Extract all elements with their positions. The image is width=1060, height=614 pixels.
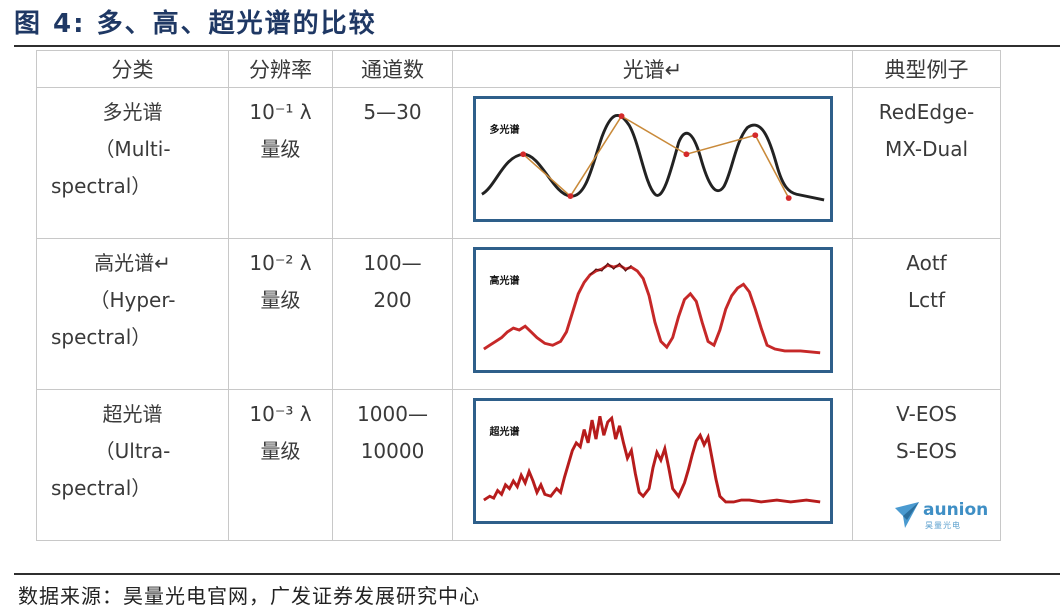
channels-value: 100—	[363, 251, 422, 275]
logo-subtitle: 昊量光电	[925, 521, 961, 530]
category-en: spectral）	[51, 476, 152, 500]
hyperspectral-curve	[482, 263, 820, 355]
category-en: （Multi-	[94, 137, 171, 161]
header-examples: 典型例子	[852, 50, 1001, 88]
example-name: V-EOS	[896, 402, 957, 426]
table-row: 多光谱 （Multi- spectral） 10⁻¹ λ 量级 5—30	[36, 87, 1001, 239]
table-row: 超光谱 （Ultra- spectral） 10⁻³ λ 量级 1000— 10…	[36, 389, 1001, 541]
sample-dot	[751, 132, 758, 139]
sample-dot	[785, 195, 792, 201]
resolution-value: 10⁻³ λ	[249, 402, 312, 426]
example-cell: V-EOS S-EOS	[852, 389, 1001, 541]
spectrum-cell: 高光谱	[452, 238, 853, 390]
resolution-cell: 10⁻¹ λ 量级	[228, 87, 333, 239]
example-name: RedEdge-	[878, 100, 975, 124]
category-en: spectral）	[51, 325, 152, 349]
logo-name: aunion	[923, 500, 989, 520]
top-rule	[14, 45, 1060, 47]
spectrum-cell: 多光谱	[452, 87, 853, 239]
example-name: Aotf	[906, 251, 947, 275]
channels-value: 5—30	[363, 100, 422, 124]
resolution-value: 10⁻¹ λ	[249, 100, 312, 124]
category-cn: 超光谱	[102, 402, 163, 426]
resolution-cell: 10⁻² λ 量级	[228, 238, 333, 390]
spectrum-label: 高光谱	[489, 276, 520, 287]
category-cell: 多光谱 （Multi- spectral）	[36, 87, 229, 239]
example-cell: RedEdge- MX-Dual	[852, 87, 1001, 239]
resolution-unit: 量级	[260, 137, 301, 161]
resolution-unit: 量级	[260, 288, 301, 312]
table-header-row: 分类 分辨率 通道数 光谱↵ 典型例子	[36, 50, 1001, 88]
header-resolution: 分辨率	[228, 50, 333, 88]
example-name: S-EOS	[896, 439, 957, 463]
example-name: MX-Dual	[884, 137, 969, 161]
category-cn: 高光谱↵	[94, 251, 171, 275]
channels-value: 1000—	[357, 402, 428, 426]
resolution-unit: 量级	[260, 439, 301, 463]
channels-cell: 1000— 10000	[332, 389, 453, 541]
hyperspectral-plot: 高光谱	[472, 247, 833, 373]
spectrum-label: 多光谱	[489, 125, 520, 136]
header-spectrum: 光谱↵	[452, 50, 853, 88]
multispectral-sample-line	[522, 115, 789, 199]
channels-value: 10000	[360, 439, 425, 463]
category-en: （Hyper-	[89, 288, 176, 312]
bottom-rule	[14, 573, 1060, 575]
sample-dot	[618, 113, 624, 119]
channels-cell: 100— 200	[332, 238, 453, 390]
category-cell: 高光谱↵ （Hyper- spectral）	[36, 238, 229, 390]
resolution-value: 10⁻² λ	[249, 251, 312, 275]
sample-dot	[519, 151, 526, 158]
resolution-cell: 10⁻³ λ 量级	[228, 389, 333, 541]
spectrum-label: 超光谱	[489, 427, 520, 438]
category-en: spectral）	[51, 174, 152, 198]
category-cell: 超光谱 （Ultra- spectral）	[36, 389, 229, 541]
table-row: 高光谱↵ （Hyper- spectral） 10⁻² λ 量级 100— 20…	[36, 238, 1001, 390]
sample-dot	[566, 193, 573, 199]
category-cn: 多光谱	[102, 100, 163, 124]
aunion-logo: aunion 昊量光电	[893, 498, 993, 532]
example-name: Lctf	[907, 288, 946, 312]
multispectral-plot: 多光谱	[472, 96, 833, 222]
example-cell: Aotf Lctf	[852, 238, 1001, 390]
paper-plane-icon	[895, 502, 919, 528]
category-en: （Ultra-	[94, 439, 171, 463]
ultraspectral-curve	[482, 415, 820, 504]
ultraspectral-plot: 超光谱	[472, 398, 833, 524]
channels-value: 200	[373, 288, 412, 312]
comparison-table: 分类 分辨率 通道数 光谱↵ 典型例子 多光谱 （Multi- spectral…	[36, 50, 1001, 541]
header-category: 分类	[36, 50, 229, 88]
spectrum-cell: 超光谱	[452, 389, 853, 541]
source-note: 数据来源：昊量光电官网，广发证券发展研究中心	[18, 584, 480, 608]
figure-title: 图 4: 多、高、超光谱的比较	[14, 9, 377, 39]
sample-dot	[682, 151, 689, 158]
channels-cell: 5—30	[332, 87, 453, 239]
header-channels: 通道数	[332, 50, 453, 88]
multispectral-curve	[480, 114, 824, 202]
